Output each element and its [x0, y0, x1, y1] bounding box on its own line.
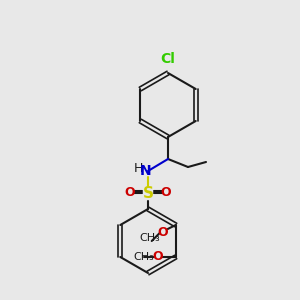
- Text: H: H: [133, 161, 143, 175]
- Text: S: S: [142, 185, 154, 200]
- Text: CH₃: CH₃: [133, 252, 154, 262]
- Text: O: O: [158, 226, 168, 239]
- Text: N: N: [140, 164, 152, 178]
- Text: Cl: Cl: [160, 52, 175, 66]
- Text: O: O: [161, 187, 171, 200]
- Text: O: O: [152, 250, 163, 263]
- Text: O: O: [125, 187, 135, 200]
- Text: CH₃: CH₃: [139, 233, 160, 243]
